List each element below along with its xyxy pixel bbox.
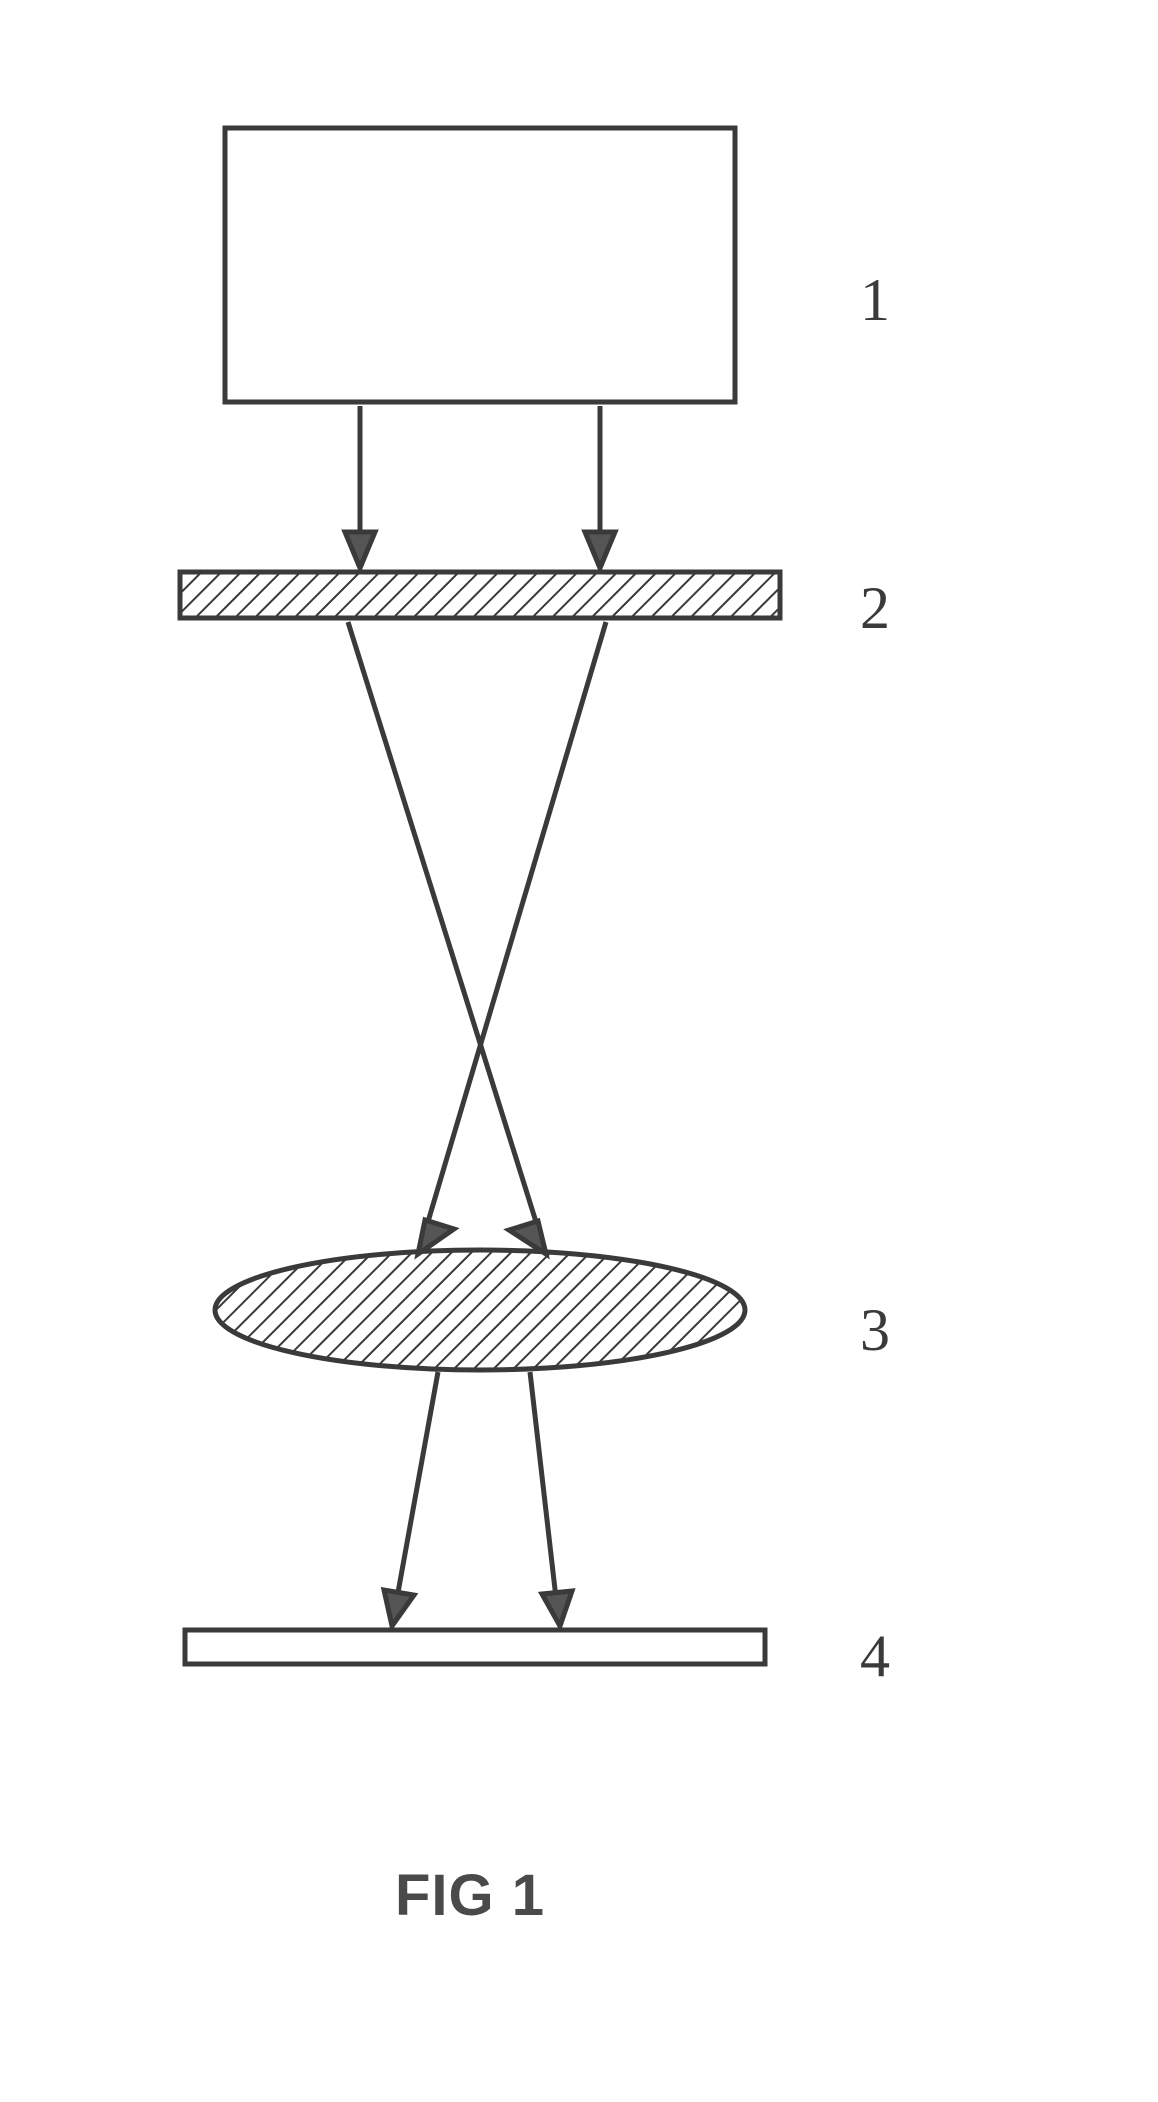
source-box (225, 128, 735, 402)
label-2: 2 (860, 574, 890, 643)
lens-ellipse (215, 1250, 745, 1370)
label-1: 1 (860, 266, 890, 335)
mask-plate (180, 572, 780, 618)
arrow-5 (384, 1372, 438, 1626)
arrow-6 (530, 1372, 572, 1626)
figure-svg (0, 0, 1158, 2102)
arrow-2 (585, 406, 615, 568)
figure-canvas: 1 2 3 4 FIG 1 (0, 0, 1158, 2102)
arrow-1 (345, 406, 375, 568)
figure-caption: FIG 1 (395, 1862, 545, 1929)
substrate-plate (185, 1630, 765, 1664)
label-4: 4 (860, 1622, 890, 1691)
label-3: 3 (860, 1296, 890, 1365)
